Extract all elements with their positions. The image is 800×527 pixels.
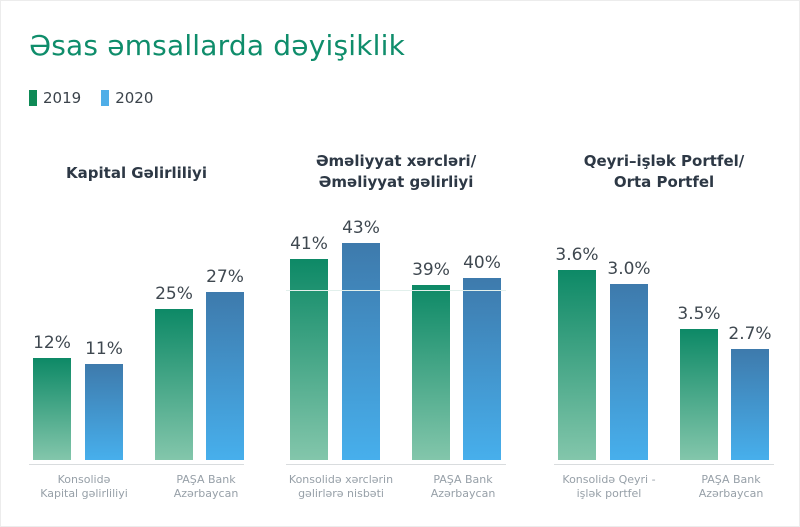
faint-gridline [286,290,506,291]
bar-2019 [155,309,193,460]
category-label: Konsolidə Kapital gəlirliliyi [40,473,128,500]
group-title: Qeyri–işlək Portfel/ Orta Portfel [583,152,745,191]
bar-value-label: 25% [155,284,193,304]
group-title: Əməliyyat xərcləri/ Əməliyyat gəlirliyi [315,152,477,191]
bar-value-label: 3.6% [555,245,599,265]
bar-value-label: 3.5% [677,304,721,324]
bar-value-label: 27% [206,267,244,287]
axis-line [286,464,506,465]
page-title: Əsas əmsallarda dəyişiklik [29,29,405,62]
legend-item-2020: 2020 [101,89,153,107]
group-title: Kapital Gəlirliliyi [66,164,207,182]
legend-swatch-2019-icon [29,90,37,106]
bar-value-label: 41% [290,234,328,254]
bar-2020 [610,284,648,460]
legend: 2019 2020 [29,89,153,107]
axis-line [29,464,244,465]
legend-label-2019: 2019 [43,89,82,107]
bar-value-label: 3.0% [607,259,651,279]
bar-2020 [206,292,244,460]
category-label: PAŞA Bank Azərbaycan [698,473,764,500]
bar-value-label: 2.7% [728,324,772,344]
bar-value-label: 39% [412,260,450,280]
bar-value-label: 40% [463,253,501,273]
bar-2020 [342,243,380,460]
category-label: PAŞA Bank Azərbaycan [430,473,496,500]
legend-item-2019: 2019 [29,89,81,107]
bar-2019 [680,329,718,460]
axis-line [554,464,774,465]
category-label: PAŞA Bank Azərbaycan [173,473,239,500]
bar-value-label: 12% [33,333,71,353]
bar-2020 [731,349,769,460]
bar-value-label: 11% [85,339,123,359]
category-label: Konsolidə xərclərin gəlirlərə nisbəti [288,473,394,500]
chart-group-3: Qeyri–işlək Portfel/ Orta Portfel 3.6% 3.0… [554,141,774,521]
chart-group-1: Kapital Gəlirliliyi 12% 11% Konsolidə Kapit… [29,141,244,521]
bar-2020 [463,278,501,460]
chart-group-2: Əməliyyat xərcləri/ Əməliyyat gəlirliyi 4… [286,141,506,521]
bar-2020 [85,364,123,460]
bar-2019 [558,270,596,460]
bar-2019 [290,259,328,460]
bar-value-label: 43% [342,218,380,238]
bar-2019 [33,358,71,460]
bar-2019 [412,285,450,460]
legend-swatch-2020-icon [101,90,110,106]
legend-label-2020: 2020 [115,89,154,107]
category-label: Konsolidə Qeyri - işlək portfel [562,473,656,500]
